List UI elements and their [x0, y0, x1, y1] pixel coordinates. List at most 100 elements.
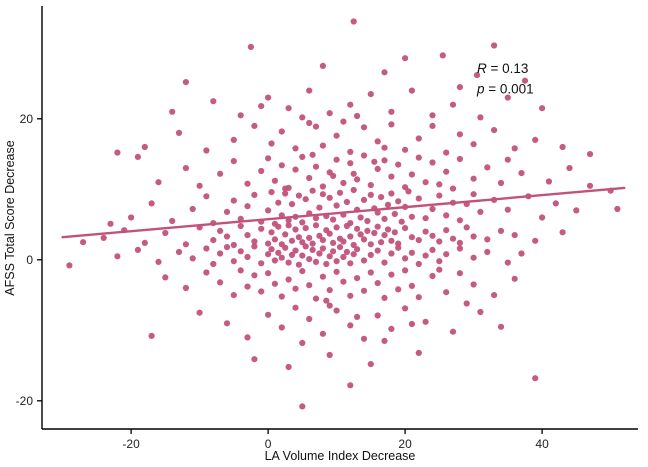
data-point: [223, 233, 231, 240]
data-point: [360, 335, 368, 342]
data-point: [251, 356, 258, 363]
data-point: [395, 244, 402, 251]
data-point: [237, 222, 244, 230]
data-point: [210, 260, 217, 268]
data-point: [415, 135, 422, 142]
data-point: [384, 201, 392, 208]
data-point: [429, 159, 436, 166]
data-point: [333, 202, 340, 209]
data-point: [268, 246, 275, 253]
data-point: [381, 294, 388, 301]
data-point: [292, 226, 299, 233]
data-point: [456, 131, 463, 138]
data-point: [223, 320, 231, 327]
data-point: [371, 158, 378, 165]
data-point: [484, 248, 491, 256]
data-point: [299, 114, 306, 121]
data-point: [429, 122, 436, 129]
data-point: [285, 276, 292, 283]
data-point: [148, 332, 155, 339]
data-point: [182, 241, 189, 248]
data-point: [282, 190, 289, 197]
data-point: [333, 224, 340, 231]
data-point: [302, 196, 309, 203]
data-point: [429, 246, 436, 253]
data-point: [217, 250, 224, 257]
data-point: [402, 267, 409, 274]
data-point: [288, 201, 296, 208]
data-point: [312, 215, 320, 222]
data-point: [299, 252, 306, 259]
data-point: [378, 194, 385, 201]
data-point: [258, 288, 265, 295]
data-point: [491, 127, 498, 134]
data-point: [422, 179, 429, 186]
data-point: [367, 251, 374, 258]
data-point: [203, 193, 210, 200]
data-point: [299, 153, 306, 160]
data-point: [429, 232, 436, 239]
data-point: [268, 229, 275, 236]
y-axis-label: AFSS Total Score Decrease: [3, 140, 17, 295]
data-point: [114, 149, 121, 156]
r-value-text: R = 0.13: [477, 61, 528, 76]
data-point: [360, 257, 368, 264]
data-point: [350, 170, 357, 177]
data-point: [354, 246, 361, 253]
data-point: [497, 323, 505, 330]
data-point: [415, 260, 422, 268]
data-point: [477, 208, 484, 215]
p-value-text: p = 0.001: [476, 81, 534, 96]
data-point: [251, 272, 258, 279]
data-point: [518, 250, 525, 257]
data-point: [384, 226, 392, 233]
data-point: [545, 178, 553, 185]
data-point: [333, 258, 340, 265]
data-point: [388, 173, 395, 180]
data-point: [443, 149, 450, 156]
data-point: [388, 108, 395, 115]
data-point: [559, 143, 566, 151]
data-point: [319, 237, 326, 244]
data-point: [436, 266, 443, 273]
data-point: [436, 258, 443, 265]
data-point: [360, 236, 368, 243]
data-point: [381, 232, 388, 239]
data-point: [518, 170, 525, 177]
data-point: [422, 228, 429, 235]
data-point: [340, 253, 347, 261]
data-point: [402, 146, 409, 153]
y-tick-label: 0: [26, 253, 33, 267]
data-point: [364, 227, 371, 234]
data-point: [586, 182, 594, 189]
data-point: [247, 43, 254, 51]
data-point: [388, 271, 395, 278]
data-point: [309, 151, 316, 158]
data-point: [443, 227, 450, 234]
data-point: [456, 217, 463, 224]
data-point: [271, 236, 278, 243]
data-point: [436, 181, 443, 188]
data-point: [316, 204, 323, 211]
data-point: [282, 244, 289, 251]
data-point: [223, 208, 231, 215]
data-point: [316, 232, 323, 239]
data-point: [217, 227, 224, 234]
data-point: [299, 339, 306, 347]
data-point: [306, 119, 313, 127]
data-point: [302, 243, 309, 250]
data-point: [367, 361, 374, 368]
data-point: [316, 250, 323, 257]
data-point: [408, 249, 415, 256]
data-point: [312, 295, 320, 302]
data-point: [282, 185, 289, 192]
data-point: [374, 209, 381, 216]
data-point: [374, 247, 381, 254]
data-point: [326, 110, 333, 117]
correlation-annotation: R = 0.13 p = 0.001: [476, 61, 534, 96]
data-point: [134, 153, 141, 160]
data-point: [299, 403, 306, 410]
data-point: [463, 224, 470, 231]
data-point: [265, 207, 272, 214]
